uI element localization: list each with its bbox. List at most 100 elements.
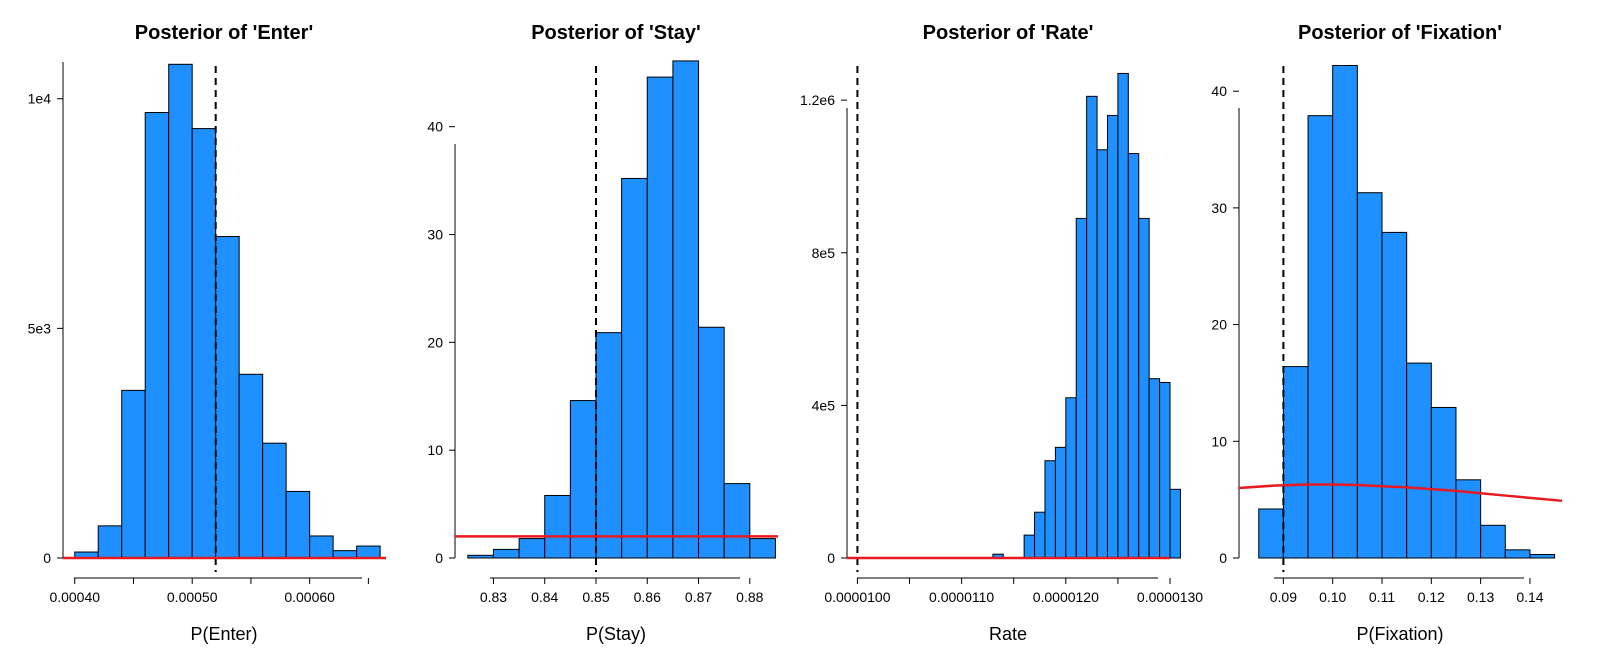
- histogram-bar: [1430, 406, 1457, 559]
- x-axis-label: P(Enter): [190, 624, 257, 644]
- histogram-bar: [569, 400, 597, 559]
- histogram-bar: [1065, 397, 1077, 559]
- x-tick-label: 0.12: [1418, 589, 1445, 605]
- x-tick-label: 0.13: [1467, 589, 1494, 605]
- histogram-bar: [1307, 115, 1334, 559]
- histogram-bar: [1480, 524, 1506, 559]
- y-tick-label: 30: [427, 227, 443, 243]
- histogram-bar: [1159, 381, 1171, 559]
- histogram-bar: [1138, 217, 1150, 559]
- histogram-bar: [698, 326, 725, 559]
- panel-title: Posterior of 'Enter': [135, 22, 313, 44]
- x-tick-label: 0.0000120: [1033, 589, 1099, 605]
- x-tick-label: 0.00050: [167, 589, 218, 605]
- x-tick-label: 0.00040: [49, 589, 100, 605]
- histogram-bar: [1127, 153, 1140, 559]
- histogram-bar: [467, 554, 494, 559]
- histogram-bar: [144, 112, 170, 559]
- histogram-bar: [646, 76, 674, 559]
- histogram-bar: [356, 545, 381, 559]
- histogram-bar: [1169, 488, 1181, 559]
- panel-title: Posterior of 'Fixation': [1298, 22, 1502, 44]
- panel-title: Posterior of 'Stay': [531, 22, 701, 44]
- panel-fixation: Posterior of 'Fixation' P(Fixation) 0 10 2…: [1211, 22, 1563, 644]
- histogram-bar: [1258, 508, 1284, 559]
- x-tick-label: 0.83: [480, 589, 507, 605]
- histogram-bar: [97, 525, 123, 559]
- histogram-bar: [544, 494, 571, 559]
- panel-enter: Posterior of 'Enter' P(Enter) 0 5e3 1e4 0.0…: [28, 22, 386, 644]
- x-tick-label: 0.0000130: [1137, 589, 1203, 605]
- histogram-bar: [1034, 511, 1046, 559]
- histogram-bar: [1106, 114, 1119, 559]
- histogram-bar: [191, 128, 217, 559]
- histogram-bar: [1406, 362, 1432, 559]
- x-tick-label: 0.86: [634, 589, 661, 605]
- x-axis-label: P(Fixation): [1356, 624, 1443, 644]
- x-tick-label: 0.0000110: [929, 589, 994, 605]
- histogram-bar: [621, 177, 648, 559]
- x-tick-label: 0.87: [685, 589, 712, 605]
- x-tick-label: 0.84: [531, 589, 558, 605]
- histogram-bar: [1529, 554, 1556, 559]
- histogram-bar: [1504, 549, 1531, 559]
- histogram-bar: [1044, 460, 1056, 559]
- histogram-bar: [168, 63, 193, 559]
- histogram-bar: [595, 332, 623, 559]
- histogram-bar: [723, 483, 751, 559]
- x-axis-label: Rate: [989, 624, 1027, 644]
- y-tick-label: 5e3: [28, 320, 52, 336]
- panel-title: Posterior of 'Rate': [923, 22, 1094, 44]
- y-tick-label: 40: [427, 119, 443, 135]
- panel-rate: Posterior of 'Rate' Rate 0 4e5 8e5 1.2e6 0.0…: [800, 22, 1203, 644]
- histogram-bar: [1054, 446, 1067, 559]
- y-tick-label: 30: [1211, 200, 1227, 216]
- x-tick-label: 0.88: [736, 589, 763, 605]
- histogram-bar: [492, 548, 520, 559]
- histogram-bar: [1148, 378, 1161, 559]
- histogram-bar: [1282, 366, 1309, 559]
- histogram-bar: [1332, 65, 1358, 559]
- y-tick-label: 4e5: [812, 397, 836, 413]
- y-tick-label: 1.2e6: [800, 92, 835, 108]
- histogram-bar: [1381, 231, 1408, 559]
- histogram-bar: [215, 236, 240, 559]
- y-tick-label: 20: [1211, 317, 1227, 333]
- histogram-bar: [309, 535, 334, 559]
- histogram-bar: [1075, 217, 1088, 559]
- histogram-bar: [238, 373, 264, 559]
- y-tick-label: 0: [1219, 550, 1227, 566]
- x-tick-label: 0.09: [1270, 589, 1297, 605]
- histogram-bar: [1023, 534, 1036, 559]
- panel-stay: Posterior of 'Stay' P(Stay) 0 10 20 30 40 0.8…: [427, 22, 778, 644]
- y-tick-label: 0: [827, 550, 835, 566]
- x-tick-label: 0.14: [1516, 589, 1543, 605]
- x-tick-label: 0.10: [1319, 589, 1346, 605]
- histogram-bar: [262, 442, 287, 559]
- histogram-bar: [749, 538, 776, 559]
- x-tick-label: 0.11: [1369, 589, 1395, 605]
- x-axis-label: P(Stay): [586, 624, 646, 644]
- histogram-bar: [1117, 72, 1129, 559]
- y-tick-label: 0: [435, 550, 443, 566]
- histogram-bar: [285, 490, 311, 559]
- y-tick-label: 40: [1211, 83, 1227, 99]
- x-tick-label: 0.85: [582, 589, 609, 605]
- histogram-bar: [121, 389, 146, 559]
- y-tick-label: 20: [427, 334, 443, 350]
- prior-density-curve: [1238, 483, 1563, 503]
- histogram-bar: [1096, 149, 1108, 559]
- y-tick-label: 10: [427, 442, 443, 458]
- y-tick-label: 1e4: [28, 91, 52, 107]
- x-tick-label: 0.00060: [284, 589, 335, 605]
- histogram-bar: [1086, 95, 1098, 559]
- y-tick-label: 0: [43, 550, 51, 566]
- histogram-bar: [518, 538, 546, 559]
- y-tick-label: 8e5: [812, 245, 836, 261]
- histogram-bar: [1356, 192, 1383, 559]
- x-tick-label: 0.0000100: [824, 589, 890, 605]
- y-tick-label: 10: [1211, 433, 1227, 449]
- histogram-bar: [672, 60, 700, 559]
